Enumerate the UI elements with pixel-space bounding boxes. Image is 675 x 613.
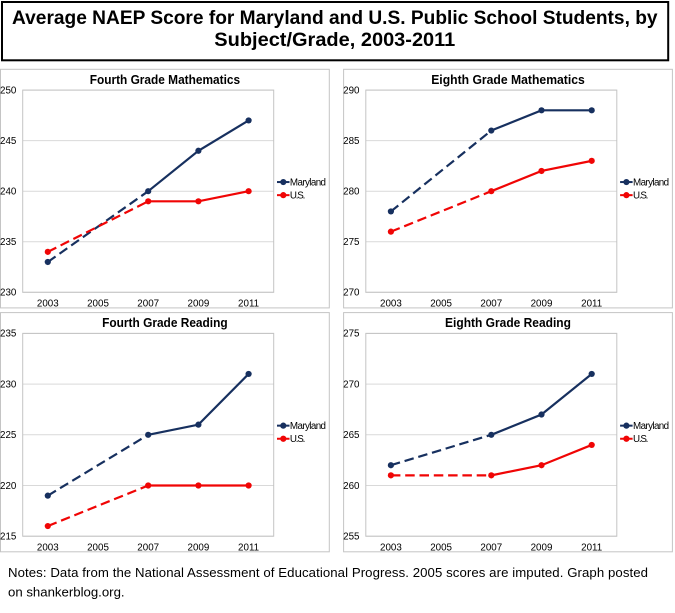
svg-text:2011: 2011 xyxy=(238,299,259,310)
svg-text:2011: 2011 xyxy=(581,542,602,553)
svg-text:on shankerblog.org.: on shankerblog.org. xyxy=(8,584,125,599)
svg-text:Fourth Grade Reading: Fourth Grade Reading xyxy=(102,315,228,330)
svg-text:2007: 2007 xyxy=(480,299,502,310)
svg-text:Eighth Grade Reading: Eighth Grade Reading xyxy=(445,315,571,330)
svg-text:Maryland: Maryland xyxy=(633,421,669,432)
svg-text:2003: 2003 xyxy=(380,542,402,553)
svg-text:Maryland: Maryland xyxy=(633,177,669,188)
svg-text:225: 225 xyxy=(0,430,17,441)
svg-text:270: 270 xyxy=(343,379,360,390)
svg-text:U.S.: U.S. xyxy=(290,434,305,445)
svg-text:275: 275 xyxy=(343,329,360,340)
svg-text:2005: 2005 xyxy=(87,542,109,553)
svg-text:230: 230 xyxy=(0,288,17,299)
svg-text:2011: 2011 xyxy=(581,299,602,310)
svg-text:265: 265 xyxy=(343,430,360,441)
svg-text:280: 280 xyxy=(343,187,360,198)
svg-text:2003: 2003 xyxy=(380,299,402,310)
svg-text:230: 230 xyxy=(0,379,17,390)
svg-text:245: 245 xyxy=(0,136,17,147)
svg-text:U.S.: U.S. xyxy=(633,191,648,202)
svg-text:2007: 2007 xyxy=(137,542,159,553)
svg-text:Notes: Data from the National: Notes: Data from the National Assessment… xyxy=(8,565,648,580)
svg-text:U.S.: U.S. xyxy=(633,434,648,445)
svg-text:290: 290 xyxy=(343,85,360,96)
svg-text:2007: 2007 xyxy=(480,542,502,553)
svg-text:2003: 2003 xyxy=(37,299,59,310)
svg-text:260: 260 xyxy=(343,481,360,492)
svg-text:Maryland: Maryland xyxy=(290,421,326,432)
svg-text:Subject/Grade, 2003-2011: Subject/Grade, 2003-2011 xyxy=(214,29,455,51)
svg-text:2009: 2009 xyxy=(531,542,553,553)
svg-text:2003: 2003 xyxy=(37,542,59,553)
svg-text:2009: 2009 xyxy=(531,299,553,310)
svg-text:240: 240 xyxy=(0,187,17,198)
svg-text:220: 220 xyxy=(0,481,17,492)
svg-text:U.S.: U.S. xyxy=(290,191,305,202)
svg-text:2005: 2005 xyxy=(430,542,452,553)
svg-text:250: 250 xyxy=(0,85,17,96)
svg-text:2009: 2009 xyxy=(188,299,210,310)
svg-text:270: 270 xyxy=(343,288,360,299)
svg-text:235: 235 xyxy=(0,237,17,248)
svg-text:2011: 2011 xyxy=(238,542,259,553)
svg-text:Average NAEP Score for Marylan: Average NAEP Score for Maryland and U.S.… xyxy=(12,7,658,29)
svg-text:2005: 2005 xyxy=(87,299,109,310)
svg-text:235: 235 xyxy=(0,329,17,340)
svg-text:Fourth Grade Mathematics: Fourth Grade Mathematics xyxy=(90,72,240,87)
svg-text:Maryland: Maryland xyxy=(290,177,326,188)
svg-text:275: 275 xyxy=(343,237,360,248)
svg-text:285: 285 xyxy=(343,136,360,147)
svg-text:2007: 2007 xyxy=(137,299,159,310)
svg-text:215: 215 xyxy=(0,532,17,543)
svg-text:Eighth Grade Mathematics: Eighth Grade Mathematics xyxy=(431,72,585,87)
svg-text:2009: 2009 xyxy=(188,542,210,553)
svg-text:2005: 2005 xyxy=(430,299,452,310)
svg-text:255: 255 xyxy=(343,532,360,543)
